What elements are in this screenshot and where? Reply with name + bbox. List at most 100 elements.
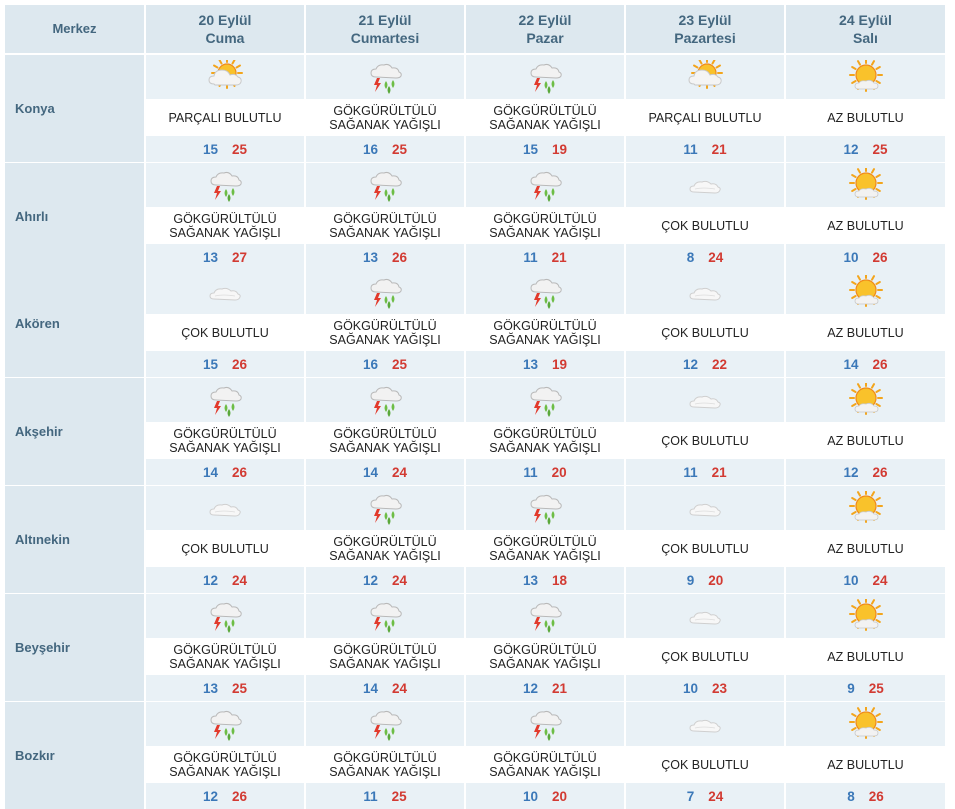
temperature-cell: 13 26: [306, 244, 464, 270]
max-temperature: 18: [552, 572, 568, 588]
weather-condition: GÖKGÜRÜLTÜLÜ SAĞANAK YAĞIŞLI: [466, 638, 624, 675]
max-temperature: 25: [391, 788, 407, 804]
weather-condition: GÖKGÜRÜLTÜLÜ SAĞANAK YAĞIŞLI: [466, 314, 624, 351]
thunder-rain-icon: [210, 710, 242, 741]
temperature-cell: 12 26: [786, 459, 945, 485]
weather-icon-cell: [146, 486, 304, 530]
weather-condition: GÖKGÜRÜLTÜLÜ SAĞANAK YAĞIŞLI: [146, 422, 304, 459]
thunder-rain-icon: [530, 171, 562, 202]
weather-icon-cell: [146, 55, 304, 99]
temperature-cell: 8 26: [786, 783, 945, 809]
weather-condition: GÖKGÜRÜLTÜLÜ SAĞANAK YAĞIŞLI: [466, 207, 624, 244]
temperature-cell: 15 25: [146, 136, 304, 162]
weather-icon-cell: [626, 594, 784, 638]
min-temperature: 11: [363, 788, 378, 804]
temperature-cell: 12 24: [306, 567, 464, 593]
weather-condition: GÖKGÜRÜLTÜLÜ SAĞANAK YAĞIŞLI: [146, 207, 304, 244]
mostly-sunny-icon: [848, 599, 883, 631]
weather-icon-cell: [306, 55, 464, 99]
weather-condition: GÖKGÜRÜLTÜLÜ SAĞANAK YAĞIŞLI: [306, 422, 464, 459]
thunder-rain-icon: [530, 386, 562, 417]
weather-condition: GÖKGÜRÜLTÜLÜ SAĞANAK YAĞIŞLI: [306, 99, 464, 136]
weather-icon-cell: [626, 270, 784, 314]
weather-condition: GÖKGÜRÜLTÜLÜ SAĞANAK YAĞIŞLI: [306, 638, 464, 675]
weather-icon-cell: [146, 378, 304, 422]
min-temperature: 12: [202, 572, 218, 588]
max-temperature: 24: [872, 572, 888, 588]
cloudy-icon: [689, 611, 721, 625]
min-temperature: 16: [362, 356, 378, 372]
min-temperature: 15: [202, 141, 218, 157]
header-date: 21 Eylül: [358, 12, 412, 28]
cloudy-icon: [689, 287, 721, 301]
min-temperature: 7: [686, 788, 695, 804]
min-temperature: 14: [362, 680, 378, 696]
weather-icon-cell: [466, 163, 624, 207]
max-temperature: 26: [868, 788, 884, 804]
weather-condition: GÖKGÜRÜLTÜLÜ SAĞANAK YAĞIŞLI: [146, 746, 304, 783]
temperature-cell: 13 25: [146, 675, 304, 701]
min-temperature: 14: [843, 356, 859, 372]
weather-condition: AZ BULUTLU: [786, 99, 945, 136]
temperature-cell: 15 19: [466, 136, 624, 162]
min-temperature: 9: [847, 680, 855, 696]
max-temperature: 25: [872, 141, 888, 157]
min-temperature: 13: [522, 356, 538, 372]
max-temperature: 24: [392, 572, 408, 588]
weather-icon-cell: [146, 270, 304, 314]
temperature-cell: 11 21: [626, 459, 784, 485]
min-temperature: 11: [523, 464, 538, 480]
weather-icon-cell: [306, 486, 464, 530]
weather-icon-cell: [306, 702, 464, 746]
thunder-rain-icon: [370, 386, 402, 417]
max-temperature: 26: [232, 464, 248, 480]
header-date: 22 Eylül: [518, 12, 572, 28]
weather-condition: GÖKGÜRÜLTÜLÜ SAĞANAK YAĞIŞLI: [306, 314, 464, 351]
max-temperature: 21: [711, 141, 727, 157]
weather-icon-cell: [626, 486, 784, 530]
max-temperature: 24: [392, 680, 408, 696]
weather-icon-cell: [786, 702, 945, 746]
thunder-rain-icon: [210, 171, 242, 202]
weather-condition: GÖKGÜRÜLTÜLÜ SAĞANAK YAĞIŞLI: [146, 638, 304, 675]
weather-icon-cell: [306, 270, 464, 314]
city-name: Beyşehir: [5, 594, 144, 701]
header-day-3: 23 Eylül Pazartesi: [626, 5, 784, 53]
weather-condition: ÇOK BULUTLU: [146, 314, 304, 351]
max-temperature: 21: [552, 680, 568, 696]
thunder-rain-icon: [370, 602, 402, 633]
mostly-sunny-icon: [848, 491, 883, 523]
max-temperature: 24: [708, 788, 724, 804]
min-temperature: 11: [683, 464, 698, 480]
max-temperature: 25: [392, 141, 408, 157]
max-temperature: 26: [872, 356, 888, 372]
temperature-cell: 12 21: [466, 675, 624, 701]
max-temperature: 20: [551, 464, 567, 480]
weather-condition: GÖKGÜRÜLTÜLÜ SAĞANAK YAĞIŞLI: [306, 746, 464, 783]
max-temperature: 25: [232, 141, 248, 157]
max-temperature: 26: [232, 788, 248, 804]
header-weekday: Salı: [853, 30, 878, 46]
min-temperature: 16: [362, 141, 378, 157]
min-temperature: 11: [523, 249, 538, 265]
header-date: 20 Eylül: [198, 12, 252, 28]
min-temperature: 12: [362, 572, 378, 588]
header-weekday: Cuma: [205, 30, 245, 46]
weather-icon-cell: [786, 378, 945, 422]
thunder-rain-icon: [370, 171, 402, 202]
temperature-cell: 13 19: [466, 351, 624, 377]
weather-condition: PARÇALI BULUTLU: [626, 99, 784, 136]
temperature-cell: 15 26: [146, 351, 304, 377]
weather-icon-cell: [626, 55, 784, 99]
min-temperature: 10: [843, 249, 859, 265]
weather-icon-cell: [306, 594, 464, 638]
temperature-cell: 11 20: [466, 459, 624, 485]
weather-condition: GÖKGÜRÜLTÜLÜ SAĞANAK YAĞIŞLI: [466, 530, 624, 567]
temperature-cell: 9 20: [626, 567, 784, 593]
min-temperature: 10: [522, 788, 538, 804]
max-temperature: 20: [708, 572, 724, 588]
weather-condition: PARÇALI BULUTLU: [146, 99, 304, 136]
min-temperature: 8: [686, 249, 695, 265]
city-name: Akören: [5, 270, 144, 377]
cloudy-icon: [689, 719, 721, 733]
